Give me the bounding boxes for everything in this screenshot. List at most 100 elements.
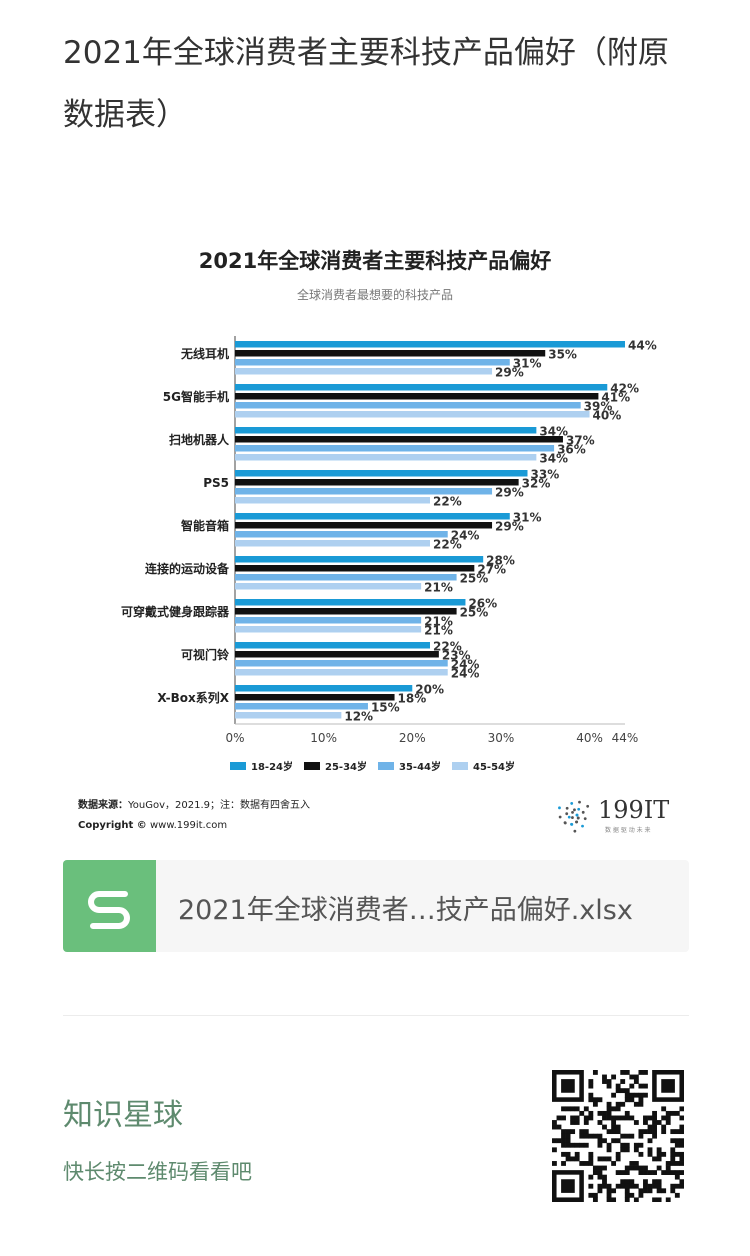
x-tick-label: 20% — [399, 731, 426, 745]
logo-dot — [565, 806, 569, 810]
data-label: 23% — [442, 649, 471, 663]
logo-dot — [563, 821, 567, 825]
data-label: 34% — [539, 452, 568, 466]
bar — [235, 531, 448, 538]
bar — [235, 574, 457, 581]
spreadsheet-s-icon — [63, 860, 156, 952]
x-tick-label: 30% — [488, 731, 515, 745]
bar — [235, 694, 395, 701]
bar — [235, 445, 555, 452]
logo-tagline: 数 据 驱 动 未 来 — [605, 826, 651, 834]
logo-dot — [567, 815, 571, 819]
data-label: 27% — [477, 563, 506, 577]
logo-dot — [578, 800, 581, 804]
article-title: 2021年全球消费者主要科技产品偏好（附原数据表） — [63, 35, 669, 133]
bar — [235, 497, 430, 504]
bar — [235, 703, 368, 710]
data-label: 25% — [460, 606, 489, 620]
data-label: 40% — [593, 409, 622, 423]
data-label: 25% — [460, 572, 489, 586]
bar — [235, 454, 537, 461]
logo-dot — [565, 812, 569, 816]
data-label: 12% — [344, 710, 373, 724]
data-label: 21% — [424, 581, 453, 595]
copyright-note: Copyright © www.199it.com — [78, 820, 227, 831]
promo-subtitle: 快长按二维码看看吧 — [63, 1160, 252, 1184]
legend-swatch — [230, 762, 246, 770]
data-label: 36% — [557, 443, 586, 457]
bar — [235, 359, 510, 366]
data-label: 29% — [495, 520, 524, 534]
legend-label: 45-54岁 — [473, 760, 515, 773]
bar — [235, 488, 493, 495]
bar — [235, 402, 581, 409]
bar — [235, 660, 448, 667]
data-label: 26% — [468, 597, 497, 611]
logo-dot — [570, 822, 573, 826]
data-label: 29% — [495, 486, 524, 500]
chart-subtitle: 全球消费者最想要的科技产品 — [297, 287, 453, 302]
logo-dot — [573, 808, 576, 812]
data-label: 24% — [451, 658, 480, 672]
bar — [235, 393, 599, 400]
legend-swatch — [452, 762, 468, 770]
x-tick-label: 0% — [225, 731, 244, 745]
bar — [235, 368, 493, 375]
bar — [235, 599, 466, 606]
bar — [235, 617, 422, 624]
divider — [63, 1015, 689, 1016]
bar — [235, 341, 625, 348]
logo-dot — [576, 816, 580, 820]
data-label: 20% — [415, 683, 444, 697]
bar — [235, 427, 537, 434]
file-name: 2021年全球消费者…技产品偏好.xlsx — [178, 895, 633, 926]
data-label: 21% — [424, 615, 453, 629]
data-label: 29% — [495, 366, 524, 380]
file-attachment-card[interactable]: 2021年全球消费者…技产品偏好.xlsx — [63, 860, 689, 952]
category-label: 扫地机器人 — [169, 432, 230, 447]
bar — [235, 556, 484, 563]
category-label: 无线耳机 — [180, 346, 229, 361]
legend-label: 25-34岁 — [325, 760, 367, 773]
bar — [235, 626, 422, 633]
bar — [235, 522, 493, 529]
data-label: 22% — [433, 495, 462, 509]
qr-code-icon[interactable] — [552, 1070, 685, 1203]
category-label: 连接的运动设备 — [145, 561, 230, 576]
data-label: 18% — [398, 692, 427, 706]
bar — [235, 651, 439, 658]
data-label: 31% — [513, 511, 542, 525]
data-label: 34% — [539, 425, 568, 439]
x-tick-label: 40% — [576, 731, 603, 745]
logo-dot — [573, 829, 577, 833]
bar — [235, 712, 342, 719]
data-label: 41% — [601, 391, 630, 405]
logo-dot — [581, 824, 584, 828]
data-label: 35% — [548, 348, 577, 362]
bar — [235, 436, 563, 443]
data-label: 37% — [566, 434, 595, 448]
logo-dot — [583, 817, 587, 821]
category-label: 可穿戴式健身跟踪器 — [121, 604, 230, 619]
bar — [235, 350, 546, 357]
data-label: 28% — [486, 554, 515, 568]
legend-label: 35-44岁 — [399, 760, 441, 773]
bar — [235, 685, 413, 692]
bar — [235, 608, 457, 615]
bar — [235, 411, 590, 418]
logo-dot — [558, 815, 562, 819]
logo-dot — [577, 807, 581, 811]
data-label: 22% — [433, 538, 462, 552]
data-label: 21% — [424, 624, 453, 638]
category-label: X-Box系列X — [157, 690, 229, 705]
bar — [235, 513, 510, 520]
category-label: 5G智能手机 — [163, 389, 229, 404]
logo-dot — [558, 806, 561, 810]
data-label: 33% — [531, 468, 560, 482]
bar — [235, 384, 608, 391]
data-label: 32% — [522, 477, 551, 491]
category-label: 可视门铃 — [181, 647, 230, 662]
bar — [235, 470, 528, 477]
bar — [235, 642, 430, 649]
